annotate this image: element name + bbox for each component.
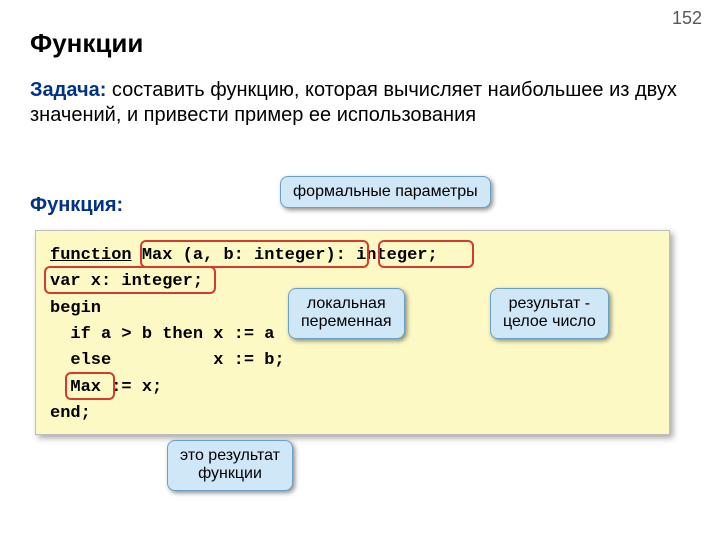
callout-formal-params: формальные параметры [280, 176, 491, 208]
code-line-6: Max := x; [50, 375, 655, 401]
task-label: Задача: [30, 79, 106, 101]
code-line-1: function Max (a, b: integer): integer; [50, 243, 655, 269]
task-block: Задача: составить функцию, которая вычис… [30, 78, 690, 128]
callout-text-line2: переменная [301, 313, 392, 331]
task-text: составить функцию, которая вычисляет наи… [30, 79, 677, 126]
callout-result-type: результат - целое число [490, 288, 609, 339]
callout-local-var: локальная переменная [288, 288, 405, 339]
callout-text-line1: результат - [503, 295, 596, 313]
slide-title: Функции [30, 28, 143, 59]
callout-text-line2: функции [180, 465, 280, 483]
page-number: 152 [672, 8, 702, 29]
callout-text: формальные параметры [293, 183, 478, 200]
callout-text-line1: это результат [180, 447, 280, 465]
callout-text-line2: целое число [503, 313, 596, 331]
function-label: Функция: [30, 194, 123, 217]
callout-text-line1: локальная [301, 295, 392, 313]
callout-return: это результат функции [167, 440, 293, 491]
code-line-5: else x := b; [50, 348, 655, 374]
code-line-7: end; [50, 401, 655, 427]
